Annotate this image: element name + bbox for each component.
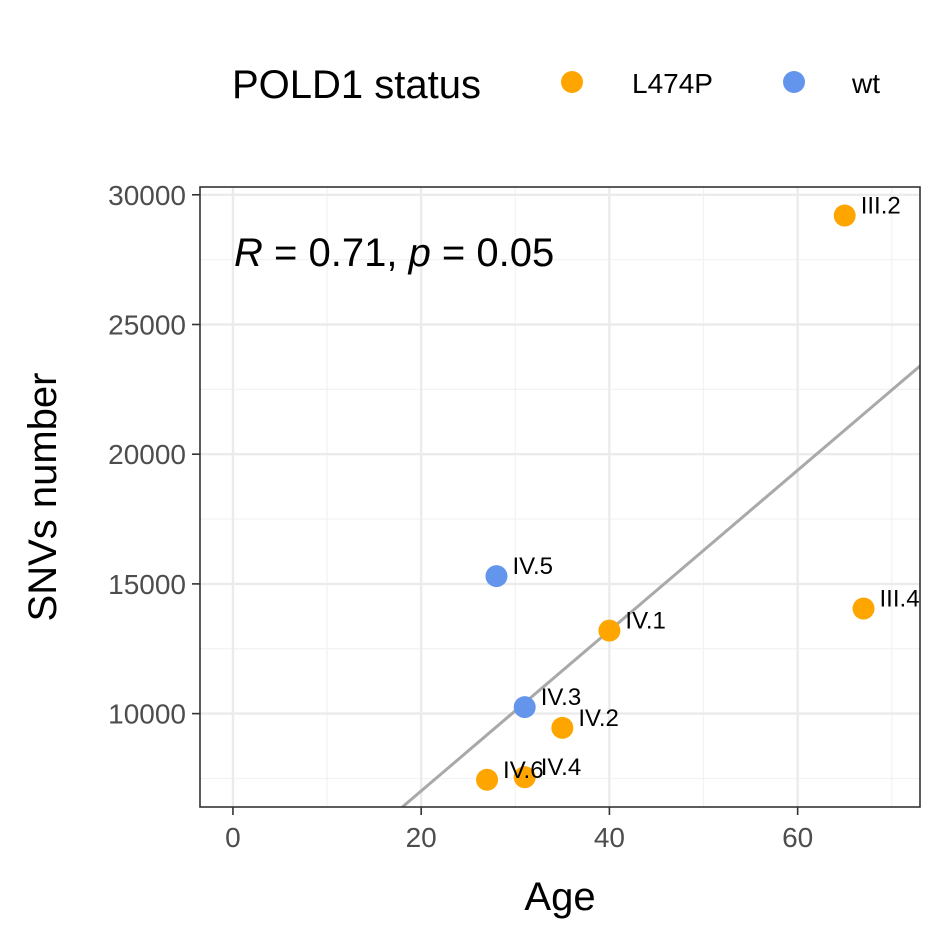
x-axis: 0 20 40 60 xyxy=(225,807,813,853)
point-label: III.4 xyxy=(880,586,920,613)
legend-label-l474p: L474P xyxy=(632,68,713,99)
point-label: IV.5 xyxy=(512,553,553,580)
x-tick-label: 60 xyxy=(782,822,813,853)
y-axis-title: SNVs number xyxy=(21,373,65,622)
data-point xyxy=(551,716,574,739)
regression-layer xyxy=(401,364,920,807)
grid-minor xyxy=(200,187,920,807)
legend-key-wt xyxy=(783,71,805,93)
panel-border xyxy=(199,186,921,808)
point-label: IV.6 xyxy=(503,757,544,784)
point-label: IV.4 xyxy=(541,754,582,781)
legend-title: POLD1 status xyxy=(232,63,481,107)
x-axis-title: Age xyxy=(524,875,595,919)
point-labels-layer: III.2 III.4 IV.1 IV.2 IV.4IV.6 IV.5 IV.3 xyxy=(503,193,920,784)
panel-background xyxy=(200,187,920,807)
y-axis: 10000 15000 20000 25000 30000 xyxy=(108,180,200,730)
x-tick-label: 40 xyxy=(594,822,625,853)
plot-panel: III.2 III.4 IV.1 IV.2 IV.4IV.6 IV.5 IV.3 R = 0… xyxy=(199,186,921,808)
point-label: IV.1 xyxy=(625,608,666,635)
annotation-r-text: = 0.71, xyxy=(263,231,409,275)
y-tick-label: 10000 xyxy=(108,699,186,730)
points-layer xyxy=(476,204,875,791)
y-tick-label: 30000 xyxy=(108,180,186,211)
x-tick-label: 0 xyxy=(225,822,241,853)
annotation-p-symbol: p xyxy=(408,231,431,275)
grid-major xyxy=(200,187,920,807)
point-label: III.2 xyxy=(861,193,901,220)
annotation-r-symbol: R xyxy=(234,231,263,275)
data-point xyxy=(485,565,508,588)
regression-line xyxy=(401,364,920,807)
correlation-annotation: R = 0.71, p = 0.05 xyxy=(234,231,554,275)
data-point xyxy=(833,204,856,227)
point-label: IV.2 xyxy=(578,705,619,732)
legend: POLD1 status L474P wt xyxy=(232,63,880,107)
legend-label-wt: wt xyxy=(851,68,880,99)
data-point xyxy=(852,597,875,620)
data-point xyxy=(598,619,621,642)
y-tick-label: 20000 xyxy=(108,439,186,470)
data-point xyxy=(513,766,536,789)
y-tick-label: 25000 xyxy=(108,309,186,340)
data-point xyxy=(513,696,536,719)
data-point xyxy=(476,768,499,791)
x-tick-label: 20 xyxy=(406,822,437,853)
legend-key-l474p xyxy=(561,71,583,93)
point-label: IV.3 xyxy=(541,684,582,711)
annotation-p-text: = 0.05 xyxy=(431,231,554,275)
y-tick-label: 15000 xyxy=(108,569,186,600)
